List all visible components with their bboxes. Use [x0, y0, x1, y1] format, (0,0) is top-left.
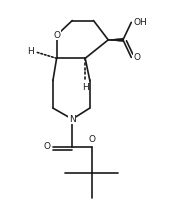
- Text: O: O: [43, 142, 50, 151]
- Text: OH: OH: [134, 18, 147, 27]
- Text: O: O: [53, 31, 60, 40]
- Text: H: H: [27, 47, 34, 56]
- Text: O: O: [134, 53, 141, 62]
- Text: O: O: [88, 135, 95, 144]
- Text: N: N: [69, 115, 76, 124]
- Polygon shape: [108, 38, 123, 42]
- Text: H: H: [82, 83, 89, 92]
